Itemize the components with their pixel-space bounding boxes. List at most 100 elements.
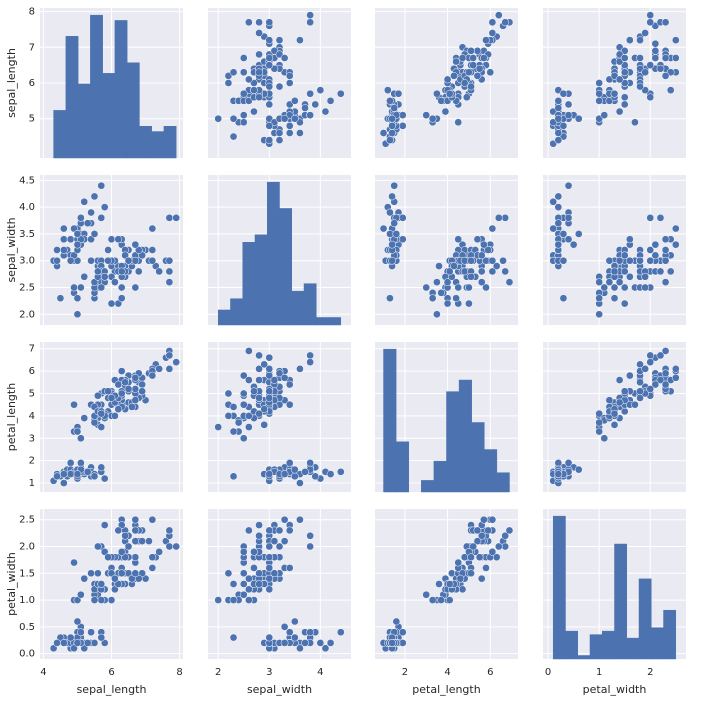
y-axis-label: sepal_length — [5, 48, 18, 118]
scatter-point — [492, 262, 501, 270]
scatter-point — [499, 256, 507, 265]
scatter-point — [59, 479, 68, 487]
scatter-point — [671, 240, 680, 249]
scatter-point — [280, 54, 289, 62]
scatter-point — [239, 580, 248, 588]
scatter-point — [386, 97, 394, 105]
scatter-point — [636, 36, 644, 44]
hist-bar — [565, 630, 578, 660]
scatter-point — [229, 403, 238, 411]
scatter-point — [441, 107, 450, 116]
scatter-point — [494, 11, 503, 19]
scatter-point — [265, 61, 274, 69]
scatter-point — [97, 580, 106, 588]
scatter-point — [100, 521, 109, 529]
scatter-point — [398, 214, 407, 222]
y-tick-label: 3 — [29, 433, 35, 444]
scatter-point — [229, 596, 238, 604]
scatter-point — [661, 18, 670, 27]
scatter-point — [469, 542, 478, 551]
hist-bar — [577, 655, 591, 660]
hist-bar — [114, 20, 128, 159]
scatter-point — [229, 68, 238, 77]
scatter-point — [138, 380, 146, 389]
scatter-point — [280, 537, 289, 545]
scatter-point — [107, 394, 116, 402]
scatter-point — [488, 18, 497, 27]
scatter-point — [615, 256, 624, 265]
y-tick-label: 4 — [29, 411, 35, 422]
scatter-point — [473, 526, 482, 535]
scatter-point — [651, 39, 660, 48]
scatter-point — [265, 542, 274, 551]
scatter-point — [306, 351, 314, 360]
scatter-point — [100, 203, 109, 211]
scatter-point — [469, 61, 478, 69]
scatter-point — [326, 470, 335, 478]
scatter-point — [554, 240, 563, 249]
scatter-point — [454, 118, 463, 127]
scatter-point — [270, 537, 279, 545]
scatter-point — [600, 434, 609, 443]
scatter-point — [484, 246, 492, 254]
y-axis-label: petal_width — [5, 552, 18, 616]
scatter-point — [482, 564, 490, 572]
scatter-point — [165, 526, 174, 535]
panel — [208, 175, 351, 326]
scatter-point — [477, 267, 486, 276]
scatter-point — [301, 639, 309, 647]
scatter-point — [172, 214, 181, 222]
scatter-point — [265, 18, 274, 27]
scatter-point — [97, 214, 106, 222]
scatter-point — [53, 256, 61, 265]
scatter-point — [554, 97, 563, 105]
scatter-point — [646, 214, 655, 222]
scatter-point — [265, 526, 274, 535]
hist-bar — [291, 290, 305, 326]
scatter-point — [646, 93, 655, 102]
scatter-point — [460, 79, 469, 87]
scatter-point — [128, 403, 136, 411]
scatter-point — [482, 283, 490, 292]
scatter-point — [111, 278, 119, 286]
scatter-point — [473, 72, 482, 80]
scatter-point — [275, 136, 284, 144]
scatter-point — [433, 89, 441, 98]
scatter-point — [554, 470, 563, 478]
scatter-point — [285, 122, 294, 130]
scatter-point — [435, 580, 443, 588]
scatter-point — [477, 278, 486, 286]
scatter-point — [390, 104, 399, 112]
scatter-point — [460, 256, 469, 265]
scatter-point — [467, 272, 475, 281]
scatter-point — [90, 639, 99, 647]
scatter-point — [501, 214, 510, 222]
scatter-point — [290, 97, 299, 105]
hist-bar — [638, 578, 652, 660]
y-tick-label: 3.0 — [19, 256, 35, 267]
scatter-point — [620, 100, 629, 109]
scatter-point — [661, 235, 670, 244]
hist-bar — [395, 441, 409, 493]
scatter-point — [70, 283, 78, 292]
scatter-point — [379, 129, 388, 137]
scatter-point — [564, 235, 573, 244]
scatter-point — [97, 423, 106, 431]
scatter-point — [666, 86, 675, 94]
scatter-point — [260, 405, 269, 414]
scatter-point — [280, 114, 289, 123]
scatter-point — [90, 192, 99, 201]
scatter-point — [454, 235, 463, 244]
scatter-point — [255, 569, 263, 578]
panel — [543, 175, 686, 325]
scatter-point — [255, 376, 263, 384]
scatter-point — [574, 465, 583, 474]
scatter-point — [239, 118, 248, 127]
scatter-point — [651, 251, 660, 260]
scatter-point — [646, 18, 655, 27]
panel — [375, 175, 518, 325]
scatter-point — [265, 82, 274, 91]
scatter-point — [131, 515, 140, 524]
scatter-point — [265, 564, 274, 572]
scatter-point — [77, 434, 85, 443]
